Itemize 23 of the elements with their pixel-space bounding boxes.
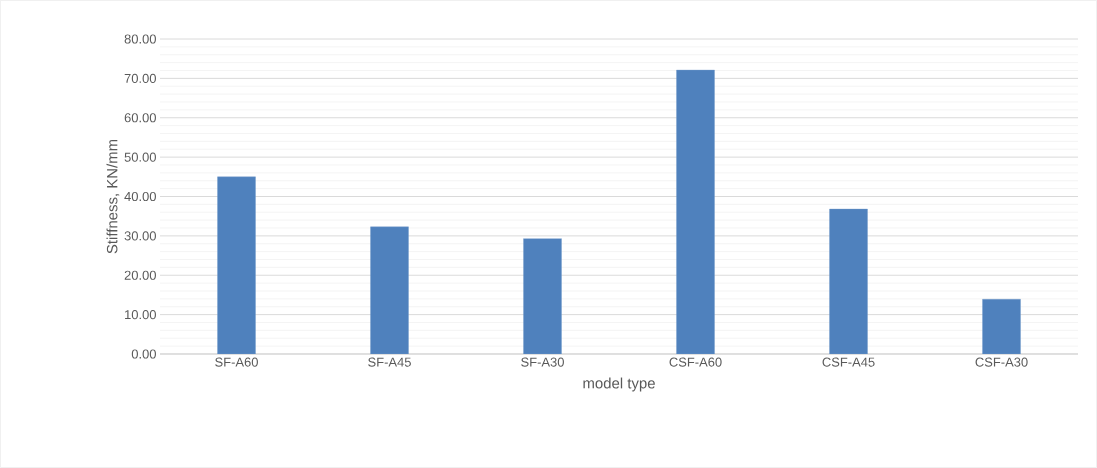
x-axis-title: model type: [583, 377, 655, 392]
y-tick-label: 50.00: [124, 152, 156, 162]
bar: [982, 299, 1021, 354]
y-tick-label: 0.00: [131, 349, 156, 359]
y-tick-label: 40.00: [124, 191, 156, 202]
x-tick-label: SF-A30: [521, 357, 564, 367]
bar: [217, 176, 256, 354]
y-tick-label: 30.00: [124, 231, 156, 241]
x-tick-label: CSF-A45: [822, 357, 875, 367]
x-tick-label: CSF-A60: [669, 357, 722, 367]
bar: [676, 69, 715, 354]
y-tick-label: 10.00: [125, 310, 156, 320]
x-tick-label: SF-A60: [215, 357, 258, 367]
y-tick-label: 60.00: [124, 113, 156, 123]
y-tick-label: 20.00: [124, 270, 156, 280]
bar: [829, 208, 868, 354]
bar: [370, 226, 409, 354]
x-tick-label: CSF-A30: [975, 357, 1028, 367]
x-tick-label: SF-A45: [368, 357, 411, 367]
y-tick-label: 80.00: [124, 34, 156, 44]
y-tick-label: 70.00: [124, 73, 156, 83]
y-axis-title: Stiffness, KN/mm: [106, 139, 120, 254]
bar: [523, 238, 562, 354]
